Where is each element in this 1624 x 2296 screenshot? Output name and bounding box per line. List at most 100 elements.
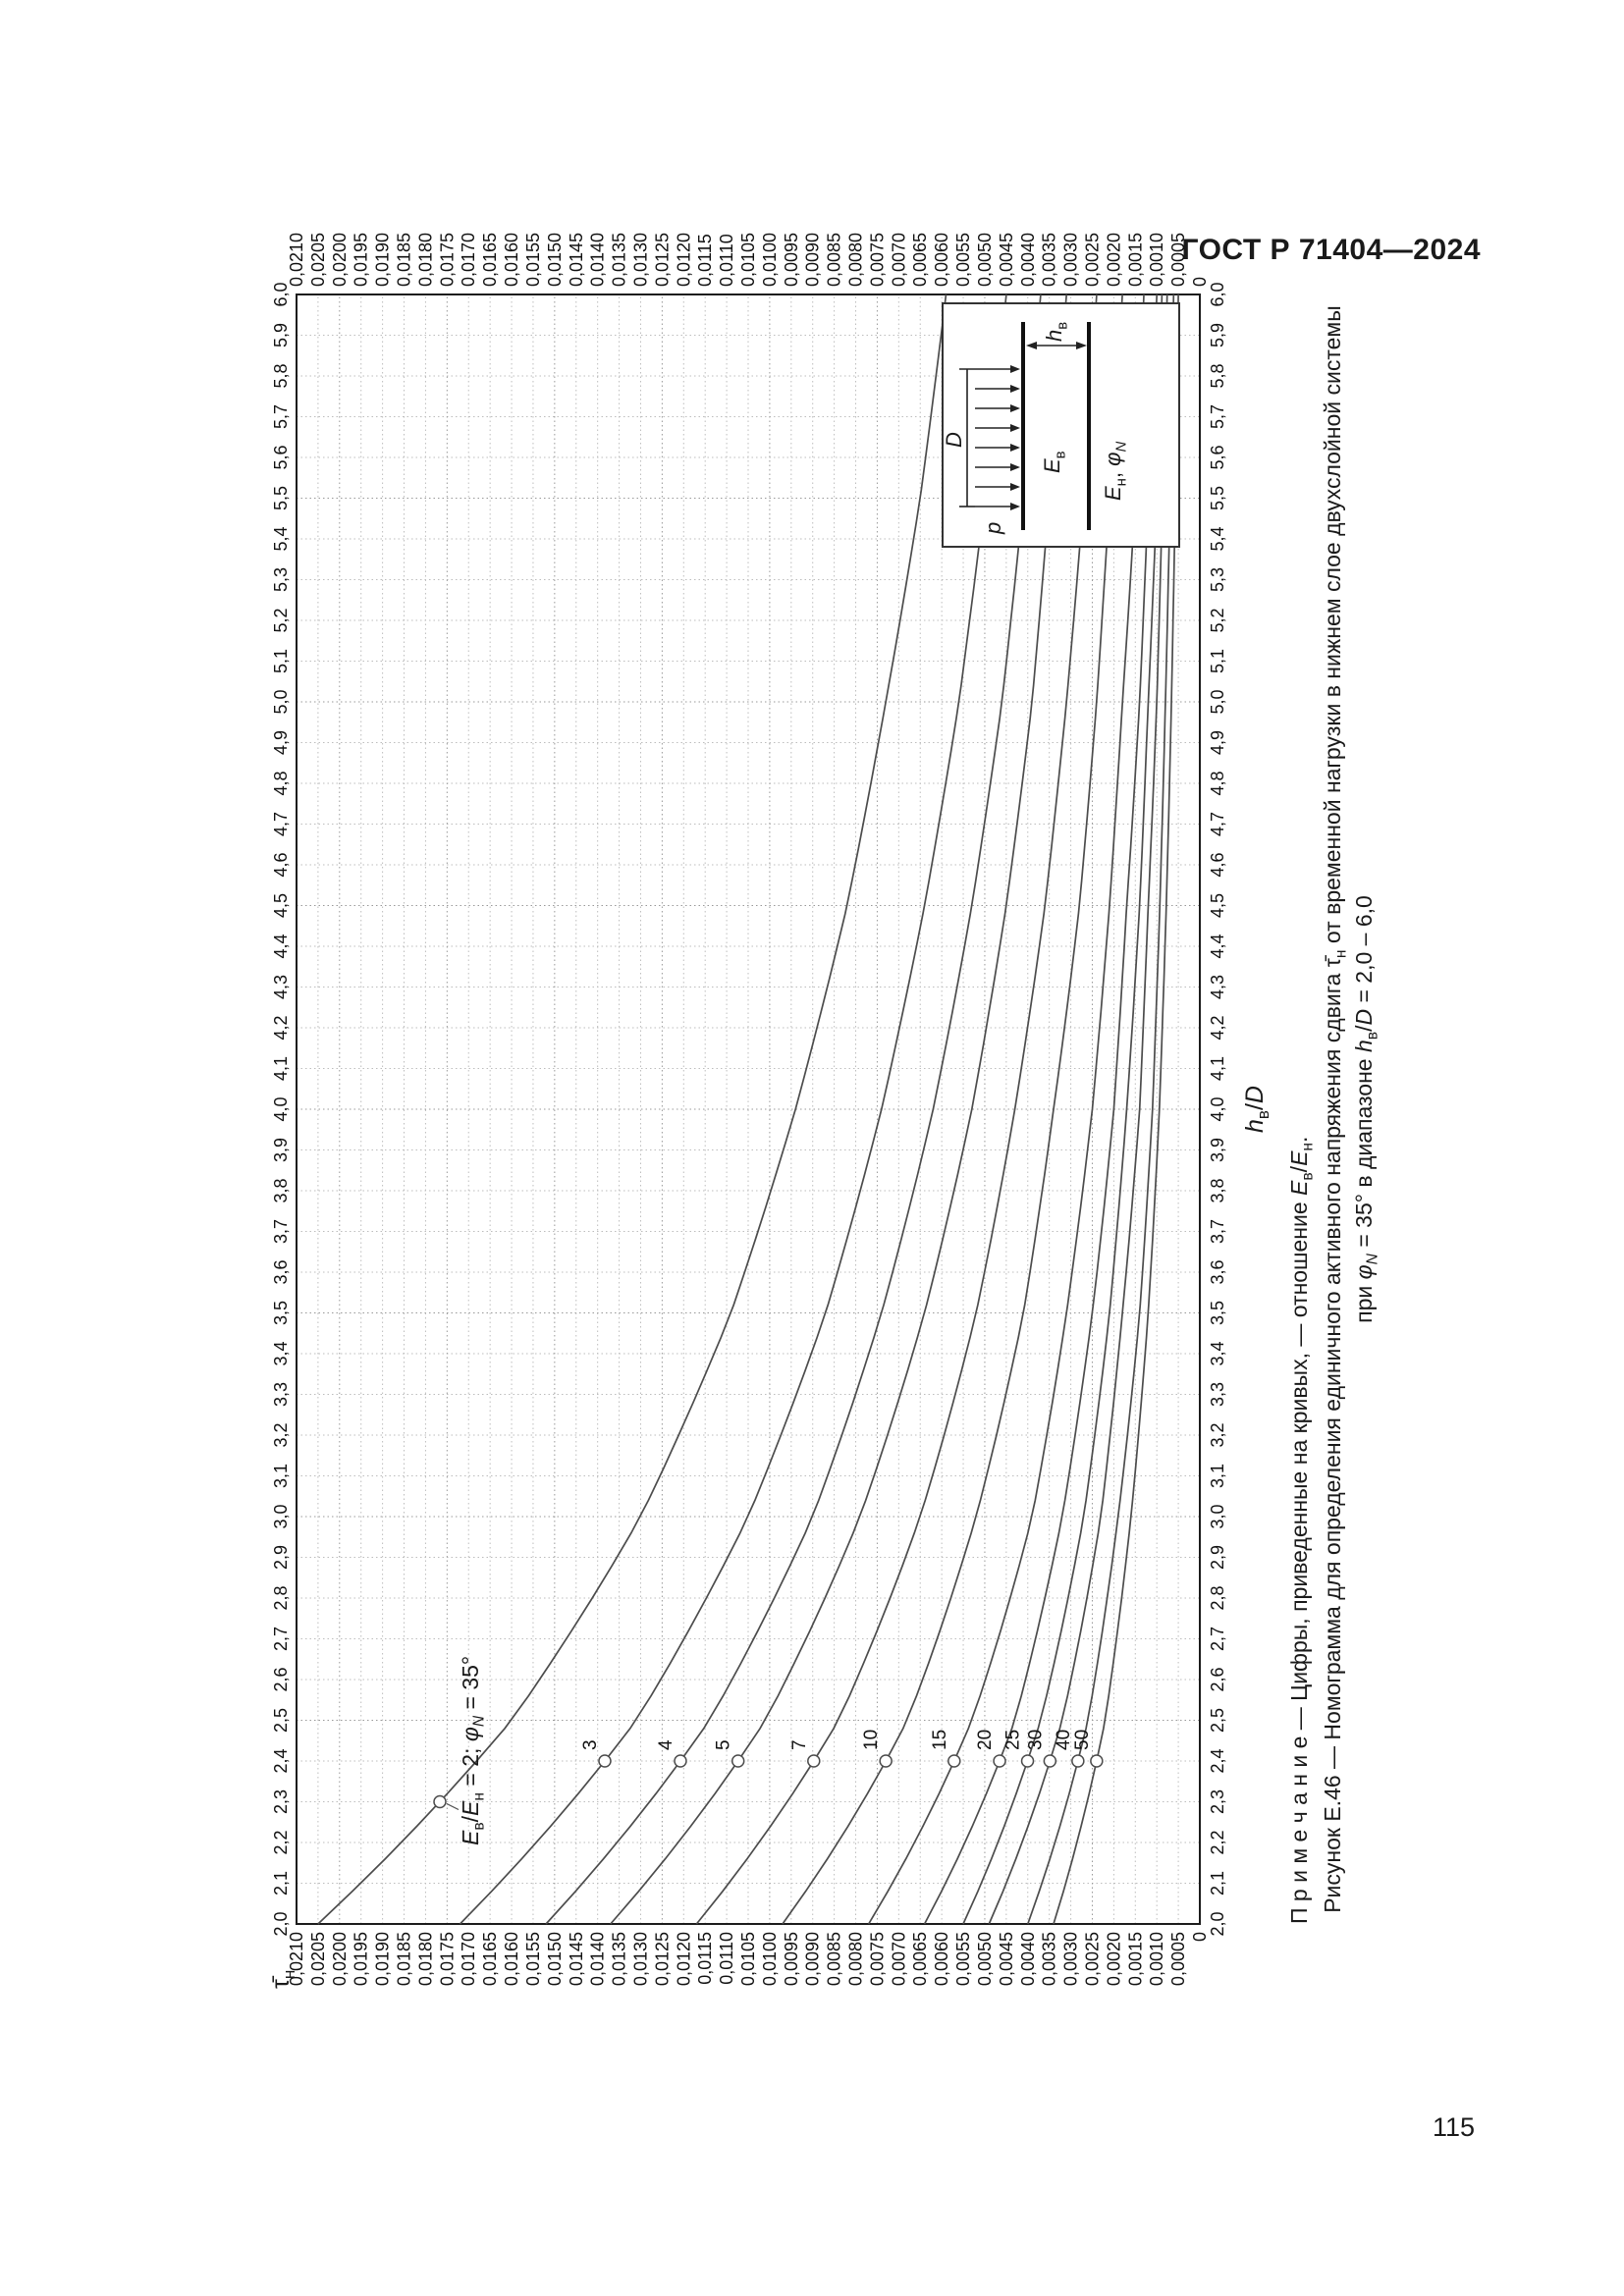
curve-marker (731, 1754, 745, 1768)
y-tick-label-right: 0,0190 (373, 233, 393, 287)
x-tick-label-bottom: 2,5 (1208, 1708, 1227, 1733)
y-tick-label-left: 0,0005 (1168, 1932, 1188, 1986)
curve-number: 25 (1003, 1730, 1024, 1750)
y-axis-title: τ̄н (267, 1969, 298, 1989)
inset-diagram-graphics (959, 322, 1091, 530)
arrow-down-icon (1076, 342, 1087, 349)
x-tick-label-bottom: 3,3 (1208, 1382, 1227, 1407)
upper-layer-label: Eв (1040, 451, 1069, 473)
x-tick-label-top: 2,3 (271, 1789, 291, 1814)
y-tick-label-left: 0,0060 (932, 1932, 951, 1986)
load-pressure-label: p (981, 521, 1005, 534)
x-tick-label-top: 5,3 (271, 567, 291, 592)
curve-marker (1090, 1754, 1104, 1768)
x-tick-label-top: 3,6 (271, 1259, 291, 1284)
x-tick-label-top: 4,3 (271, 975, 291, 999)
y-tick-label-right: 0,0065 (910, 233, 930, 287)
y-tick-label-left: 0,0115 (695, 1932, 715, 1985)
y-tick-label-right: 0,0170 (459, 233, 478, 287)
y-tick-label-right: 0,0055 (953, 233, 973, 287)
y-tick-label-left: 0,0130 (630, 1932, 650, 1986)
y-tick-label-left: 0,0170 (459, 1932, 478, 1986)
y-tick-label-left: 0,0150 (545, 1932, 565, 1986)
y-tick-label-left: 0,0095 (782, 1932, 801, 1986)
load-arrowhead-icon (1010, 365, 1020, 373)
curve-number: 7 (789, 1739, 810, 1750)
y-tick-label-right: 0,0085 (825, 233, 844, 287)
x-tick-label-bottom: 5,5 (1208, 486, 1227, 510)
x-tick-label-top: 4,8 (271, 771, 291, 795)
y-tick-label-right: 0,0145 (567, 233, 586, 287)
y-tick-label-right: 0 (1190, 277, 1210, 287)
y-tick-label-left: 0,0120 (674, 1932, 693, 1986)
x-tick-label-top: 2,4 (271, 1748, 291, 1773)
y-tick-label-left: 0,0035 (1040, 1932, 1059, 1986)
x-tick-label-top: 3,3 (271, 1382, 291, 1407)
x-tick-label-bottom: 4,0 (1208, 1096, 1227, 1121)
x-tick-label-bottom: 3,0 (1208, 1504, 1227, 1528)
curve-marker (993, 1754, 1006, 1768)
x-axis-title: hв/D (1241, 1086, 1272, 1133)
y-tick-label-left: 0,0180 (415, 1932, 435, 1986)
y-tick-label-left: 0,0075 (867, 1932, 887, 1986)
x-tick-label-bottom: 2,7 (1208, 1627, 1227, 1651)
x-tick-label-bottom: 3,6 (1208, 1259, 1227, 1284)
annotation-marker (433, 1794, 447, 1809)
y-tick-label-right: 0,0195 (352, 233, 371, 287)
x-tick-label-top: 2,1 (271, 1871, 291, 1896)
lower-layer-label: Eн, φN (1101, 441, 1130, 501)
x-tick-label-bottom: 5,6 (1208, 445, 1227, 469)
x-tick-label-bottom: 4,1 (1208, 1056, 1227, 1081)
y-tick-label-right: 0,0205 (308, 233, 328, 287)
y-tick-label-right: 0,0040 (1018, 233, 1038, 287)
y-tick-label-right: 0,0180 (415, 233, 435, 287)
curve-marker (1071, 1754, 1085, 1768)
y-tick-label-right: 0,0200 (330, 233, 350, 287)
y-tick-label-left: 0,0100 (760, 1932, 780, 1986)
layer-thickness-label: hв (1042, 321, 1071, 342)
curve-4 (545, 294, 1042, 1925)
x-tick-label-bottom: 3,2 (1208, 1422, 1227, 1447)
y-tick-label-left: 0,0195 (352, 1932, 371, 1986)
curve-2 (317, 294, 947, 1925)
x-tick-label-bottom: 3,9 (1208, 1138, 1227, 1162)
x-tick-label-top: 5,1 (271, 649, 291, 673)
y-tick-label-left: 0,0050 (975, 1932, 995, 1986)
x-tick-label-bottom: 5,8 (1208, 363, 1227, 388)
x-tick-label-top: 6,0 (271, 282, 291, 306)
curve-25 (962, 294, 1164, 1925)
curve-marker (947, 1754, 961, 1768)
y-tick-label-left: 0,0165 (480, 1932, 500, 1986)
x-tick-label-bottom: 3,5 (1208, 1301, 1227, 1325)
x-tick-label-bottom: 4,2 (1208, 1015, 1227, 1040)
nomogram-figure: 3 4 5 7 10 15 20 25 30 40 50 2,0 2,0 2,1 2,1 2,2 2,2 2,3 2… (265, 226, 1384, 1993)
x-tick-label-bottom: 5,4 (1208, 526, 1227, 551)
y-tick-label-left: 0,0135 (610, 1932, 629, 1986)
y-tick-label-right: 0,0060 (932, 233, 951, 287)
design-scheme-inset: p D Eв hв Eн, φN (942, 302, 1180, 548)
x-tick-label-bottom: 2,4 (1208, 1748, 1227, 1773)
x-tick-label-bottom: 2,6 (1208, 1667, 1227, 1691)
y-tick-label-right: 0,0075 (867, 233, 887, 287)
x-tick-label-top: 3,8 (271, 1178, 291, 1202)
y-tick-label-right: 0,0005 (1168, 233, 1188, 287)
load-diameter-label: D (942, 432, 966, 448)
y-tick-label-left: 0,0175 (437, 1932, 457, 1986)
x-tick-label-bottom: 5,3 (1208, 567, 1227, 592)
x-tick-label-top: 5,9 (271, 323, 291, 347)
x-tick-label-top: 3,1 (271, 1464, 291, 1488)
x-tick-label-bottom: 5,9 (1208, 323, 1227, 347)
y-tick-label-right: 0,0105 (738, 233, 758, 287)
y-tick-label-right: 0,0090 (803, 233, 823, 287)
curve-15 (867, 294, 1145, 1925)
arrow-up-icon (1026, 342, 1037, 349)
y-tick-label-right: 0,0160 (502, 233, 521, 287)
y-tick-label-left: 0,0155 (523, 1932, 543, 1986)
plot-frame (296, 294, 1201, 1925)
curve-number: 50 (1072, 1730, 1093, 1750)
curve-7 (695, 294, 1098, 1925)
y-tick-label-left: 0,0160 (502, 1932, 521, 1986)
figure-caption-line-1: Рисунок Е.46 — Номограмма для определени… (1320, 305, 1350, 1913)
curve-number: 40 (1054, 1730, 1074, 1750)
